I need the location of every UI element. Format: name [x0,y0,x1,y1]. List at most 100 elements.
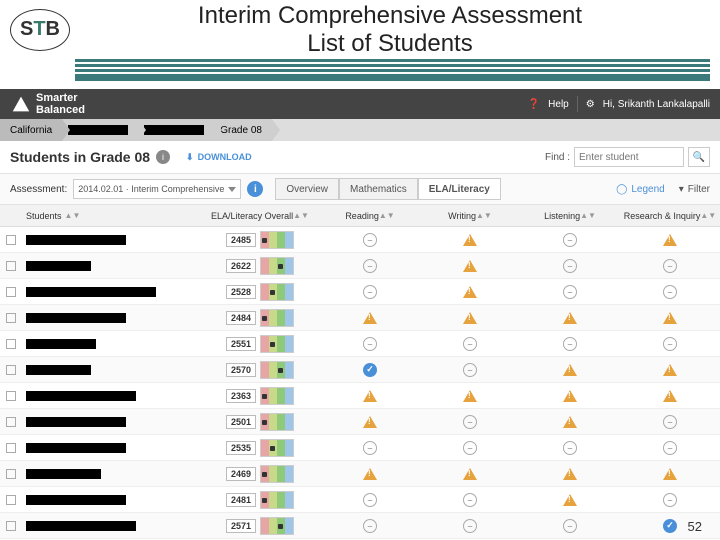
assessment-label: Assessment: [10,184,67,195]
find-group: Find : 🔍 [545,147,710,167]
table-row[interactable]: 2528 [0,279,720,305]
col-research-label: Research & Inquiry [624,211,701,221]
gear-icon[interactable]: ⚙ [586,99,595,110]
band-segment [285,258,293,274]
students-table: Students▲▼ ELA/Literacy Overall▲▼ Readin… [0,205,720,539]
score-marker [270,342,275,347]
warn-icon [563,494,577,506]
score-marker [262,420,267,425]
legend-label: Legend [631,184,664,195]
row-checkbox[interactable] [6,469,16,479]
filter-icon: ▾ [679,184,684,195]
score-marker [278,368,283,373]
sort-icon: ▲▼ [580,211,596,220]
table-row[interactable]: 2622 [0,253,720,279]
student-name-redacted [26,261,91,271]
band-segment [269,310,277,326]
col-overall[interactable]: ELA/Literacy Overall▲▼ [200,211,320,221]
brand-icon [10,93,32,115]
dash-icon [363,441,377,455]
band-segment [277,518,285,534]
redacted [68,125,128,135]
warn-icon [663,312,677,324]
row-checkbox[interactable] [6,261,16,271]
info-blue-icon[interactable]: i [247,181,263,197]
download-label: DOWNLOAD [198,152,252,162]
table-row[interactable]: 2551 [0,331,720,357]
check-icon [663,519,677,533]
help-link[interactable]: Help [548,99,569,110]
crumb-grade[interactable]: Grade 08 [214,119,272,141]
row-checkbox[interactable] [6,417,16,427]
table-row[interactable]: 2469 [0,461,720,487]
band-segment [261,518,269,534]
band-segment [277,232,285,248]
score-value: 2622 [226,259,256,273]
legend-button[interactable]: ◯Legend [616,184,665,195]
tab-ela[interactable]: ELA/Literacy [418,178,501,200]
header-stripes [0,59,720,85]
band-segment [277,388,285,404]
table-row[interactable]: 2571 [0,513,720,539]
crumb-redacted[interactable] [62,119,138,141]
page-number: 52 [688,519,702,534]
row-checkbox[interactable] [6,391,16,401]
tab-mathematics[interactable]: Mathematics [339,178,418,200]
score-band [260,283,294,301]
table-row[interactable]: 2501 [0,409,720,435]
tab-overview[interactable]: Overview [275,178,339,200]
table-row[interactable]: 2485 [0,227,720,253]
band-segment [269,414,277,430]
row-checkbox[interactable] [6,235,16,245]
score-marker [262,316,267,321]
assessment-select[interactable]: 2014.02.01 · Interim Comprehensive [73,179,241,199]
band-segment [277,284,285,300]
warn-icon [463,234,477,246]
table-row[interactable]: 2484 [0,305,720,331]
app-topbar: Smarter Balanced ❓ Help ⚙ Hi, Srikanth L… [0,89,720,119]
sort-icon: ▲▼ [65,211,81,220]
brand-logo: Smarter Balanced [10,92,85,116]
band-segment [285,466,293,482]
table-row[interactable]: 2363 [0,383,720,409]
warn-icon [563,364,577,376]
search-input[interactable] [574,147,684,167]
find-label: Find : [545,152,570,163]
row-checkbox[interactable] [6,313,16,323]
search-button[interactable]: 🔍 [688,147,710,167]
dash-icon [663,285,677,299]
score-band [260,517,294,535]
col-students[interactable]: Students▲▼ [20,211,200,221]
band-segment [269,518,277,534]
row-checkbox[interactable] [6,365,16,375]
dash-icon [563,259,577,273]
col-listening[interactable]: Listening▲▼ [520,211,620,221]
band-segment [277,310,285,326]
score-marker [262,472,267,477]
info-icon[interactable]: i [156,150,170,164]
col-writing[interactable]: Writing▲▼ [420,211,520,221]
stb-logo: STB [10,9,70,51]
score-marker [262,394,267,399]
dash-icon [363,493,377,507]
row-checkbox[interactable] [6,521,16,531]
band-segment [261,440,269,456]
row-checkbox[interactable] [6,287,16,297]
col-reading[interactable]: Reading▲▼ [320,211,420,221]
dash-icon [363,519,377,533]
warn-icon [463,390,477,402]
help-icon[interactable]: ❓ [528,99,540,110]
table-row[interactable]: 2570 [0,357,720,383]
download-button[interactable]: ⬇ DOWNLOAD [186,152,252,163]
col-research[interactable]: Research & Inquiry▲▼ [620,211,720,221]
crumb-redacted[interactable] [138,119,214,141]
row-checkbox[interactable] [6,443,16,453]
table-row[interactable]: 2535 [0,435,720,461]
col-reading-label: Reading [345,211,379,221]
filter-button[interactable]: ▾Filter [679,184,710,195]
row-checkbox[interactable] [6,495,16,505]
table-row[interactable]: 2481 [0,487,720,513]
crumb-root[interactable]: California [0,119,62,141]
row-checkbox[interactable] [6,339,16,349]
score-band [260,387,294,405]
